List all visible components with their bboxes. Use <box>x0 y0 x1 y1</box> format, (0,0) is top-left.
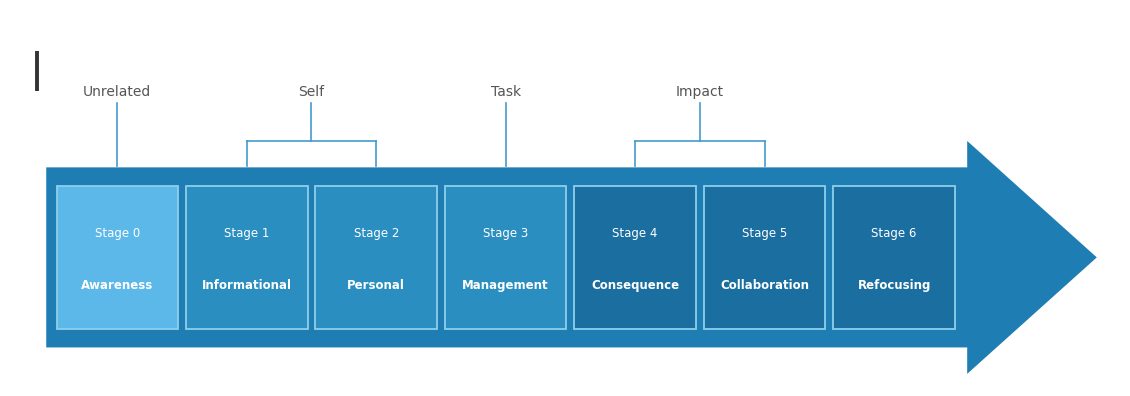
FancyBboxPatch shape <box>315 186 437 329</box>
Text: Collaboration: Collaboration <box>720 280 809 292</box>
Text: Management: Management <box>462 280 549 292</box>
Text: Unrelated: Unrelated <box>84 85 151 99</box>
FancyBboxPatch shape <box>56 186 179 329</box>
Text: Stage 1: Stage 1 <box>224 227 269 240</box>
FancyBboxPatch shape <box>704 186 825 329</box>
Text: Stage 3: Stage 3 <box>483 227 529 240</box>
Text: Impact: Impact <box>676 85 724 99</box>
Text: Awareness: Awareness <box>81 280 154 292</box>
Text: Consequence: Consequence <box>591 280 679 292</box>
Text: Stage 0: Stage 0 <box>95 227 140 240</box>
Text: Stage 5: Stage 5 <box>742 227 788 240</box>
FancyBboxPatch shape <box>445 186 566 329</box>
FancyBboxPatch shape <box>574 186 696 329</box>
Text: Personal: Personal <box>347 280 406 292</box>
Polygon shape <box>45 139 1098 376</box>
FancyBboxPatch shape <box>186 186 307 329</box>
Text: Task: Task <box>490 85 521 99</box>
Text: Stage 2: Stage 2 <box>354 227 399 240</box>
Text: Informational: Informational <box>202 280 292 292</box>
FancyBboxPatch shape <box>833 186 955 329</box>
Text: Self: Self <box>298 85 324 99</box>
Text: Stage 6: Stage 6 <box>871 227 916 240</box>
Text: Stage 4: Stage 4 <box>612 227 658 240</box>
Text: Refocusing: Refocusing <box>858 280 931 292</box>
